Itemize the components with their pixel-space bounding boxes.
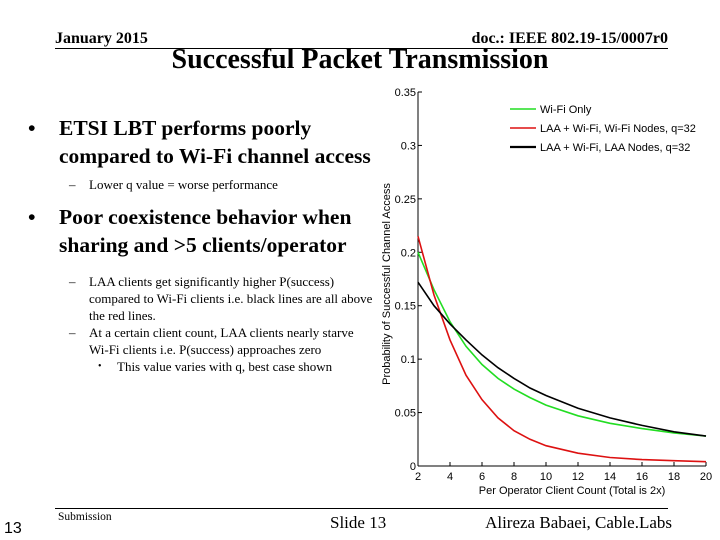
bullet-2-sub-1-text: LAA clients get significantly higher P(s…	[89, 274, 373, 323]
dash-icon: –	[69, 325, 76, 340]
x-tick-label: 2	[415, 471, 421, 483]
bullet-dot-icon: •	[28, 205, 36, 229]
slide-title: Successful Packet Transmission	[171, 44, 549, 75]
footer-author: Alireza Babaei, Cable.Labs	[485, 513, 672, 532]
x-tick-label: 10	[540, 471, 552, 483]
y-tick-label: 0.2	[401, 247, 416, 259]
bullet-1-sub-1-text: Lower q value = worse performance	[89, 177, 278, 192]
series-line-3	[417, 281, 707, 437]
y-tick-label: 0.15	[395, 301, 416, 313]
y-tick-label: 0.05	[395, 408, 416, 420]
series-line-1	[417, 251, 707, 437]
bullet-dot-icon: •	[28, 116, 36, 140]
bullet-1-sub-1: – Lower q value = worse performance	[28, 176, 373, 193]
y-tick-label: 0.35	[395, 87, 416, 99]
bullet-2-sub-2-sub-1: • This value varies with q, best case sh…	[28, 358, 373, 375]
y-tick-label: 0	[410, 461, 416, 473]
y-tick-label: 0.25	[395, 194, 416, 206]
bullet-1-text: ETSI LBT performs poorly compared to Wi-…	[59, 116, 371, 168]
legend-label-2: LAA + Wi-Fi, Wi-Fi Nodes, q=32	[540, 123, 696, 135]
header-doc-number: doc.: IEEE 802.19-15/0007r0	[471, 30, 668, 47]
x-tick-label: 14	[604, 471, 616, 483]
header-date: January 2015	[55, 30, 148, 47]
page-number: 13	[4, 520, 22, 537]
bullet-2-sub-2-sub-1-text: This value varies with q, best case show…	[117, 359, 333, 374]
x-tick-label: 8	[511, 471, 517, 483]
legend-label-1: Wi-Fi Only	[540, 104, 592, 116]
x-tick-label: 16	[636, 471, 648, 483]
bullet-2-sub-2-text: At a certain client count, LAA clients n…	[89, 325, 354, 357]
dash-icon: –	[69, 274, 76, 289]
legend-label-3: LAA + Wi-Fi, LAA Nodes, q=32	[540, 142, 690, 154]
y-tick-label: 0.3	[401, 140, 416, 152]
footer-submission: Submission	[58, 511, 112, 523]
x-tick-label: 18	[668, 471, 680, 483]
bullet-2-text: Poor coexistence behavior when sharing a…	[59, 205, 352, 257]
footer-slide-number: Slide 13	[330, 513, 387, 532]
bullet-2-sub-2: – At a certain client count, LAA clients…	[28, 324, 373, 358]
series-line-2	[417, 236, 707, 463]
x-tick-label: 6	[479, 471, 485, 483]
x-tick-label: 20	[700, 471, 712, 483]
y-tick-label: 0.1	[401, 354, 416, 366]
small-bullet-icon: •	[98, 361, 102, 372]
bullet-2-sub-1: – LAA clients get significantly higher P…	[28, 273, 373, 324]
header-divider	[55, 48, 668, 49]
x-tick-label: 4	[447, 471, 453, 483]
dash-icon: –	[69, 177, 76, 192]
y-axis-label: Probability of Successful Channel Access	[381, 183, 393, 385]
bullet-2: • Poor coexistence behavior when sharing…	[28, 203, 373, 259]
bullet-list: • ETSI LBT performs poorly compared to W…	[28, 114, 373, 375]
success-probability-chart: 0 0.05 0.1 0.15 0.2 0.25 0.3 0.35 2 4 6 8 10 12 14 16 18…	[381, 87, 712, 497]
x-axis-label: Per Operator Client Count (Total is 2x)	[479, 485, 665, 497]
bullet-1: • ETSI LBT performs poorly compared to W…	[28, 114, 373, 170]
footer-divider	[55, 508, 668, 509]
x-tick-label: 12	[572, 471, 584, 483]
